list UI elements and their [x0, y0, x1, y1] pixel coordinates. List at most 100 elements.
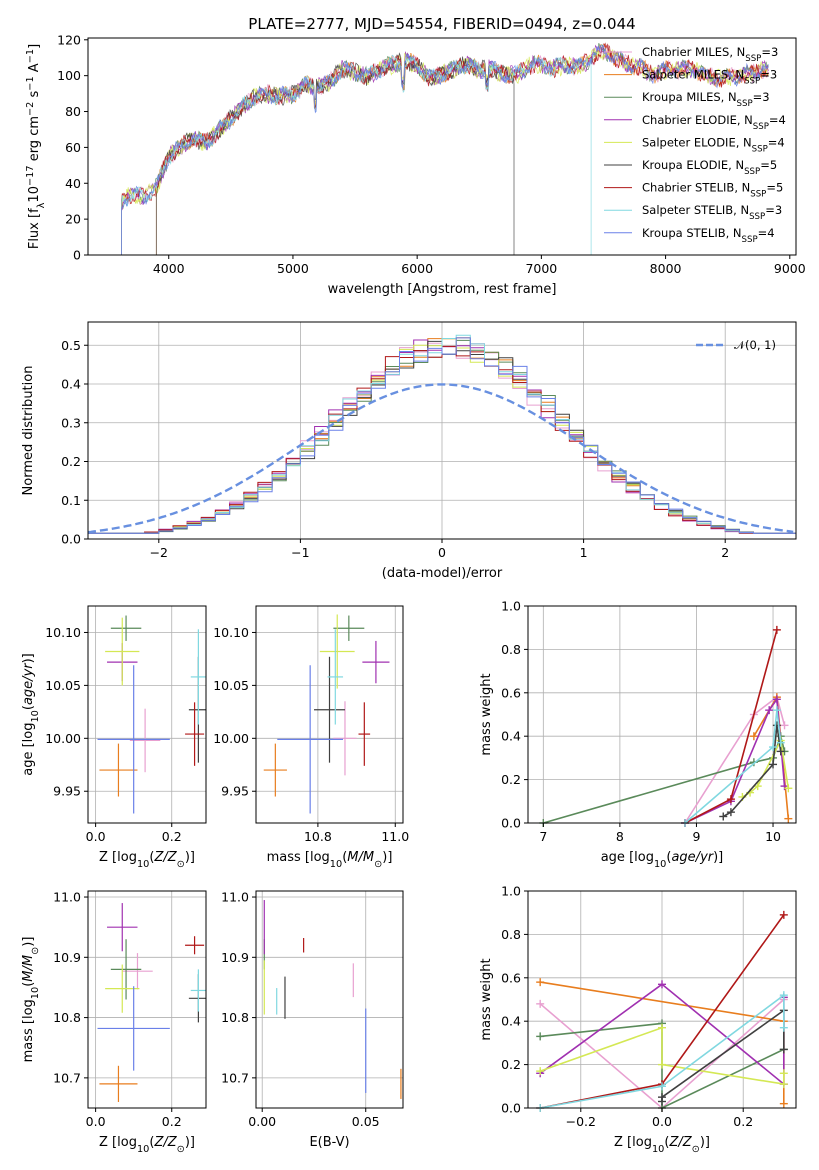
- x-tick-label: −0.2: [566, 1114, 596, 1129]
- y-tick-label: 0.6: [501, 685, 521, 700]
- x-tick-label: 10: [765, 829, 781, 844]
- x-axis-label: Z [log10(Z/Z⊙)]: [99, 850, 195, 870]
- gridlines: [88, 606, 206, 823]
- y-tick-label: 10.8: [221, 1010, 249, 1025]
- errorbar-point: [97, 665, 170, 814]
- series-marker: [779, 910, 788, 919]
- series-marker: [536, 978, 545, 987]
- spectrum-line: [155, 52, 515, 255]
- y-tick-label: 0.4: [501, 729, 521, 744]
- x-tick-label: 2: [721, 545, 729, 560]
- errorbar-point: [314, 656, 345, 763]
- series-marker: [779, 1045, 788, 1054]
- series-marker: [772, 706, 781, 715]
- series-marker: [769, 760, 778, 769]
- series-line: [540, 993, 785, 1109]
- y-tick-label: 10.7: [53, 1070, 81, 1085]
- series-marker: [779, 1069, 788, 1078]
- y-tick-label: 0.8: [501, 642, 521, 657]
- errorbar-point: [122, 953, 153, 990]
- x-tick-label: −2: [150, 545, 168, 560]
- x-tick-label: 0.2: [162, 829, 182, 844]
- x-tick-label: 0.05: [352, 1114, 380, 1129]
- y-tick-label: 0.4: [61, 377, 81, 392]
- y-tick-label: 10.00: [45, 731, 81, 746]
- y-axis-label: mass [log10(M/M⊙)]: [21, 937, 41, 1063]
- y-tick-label: 10.10: [213, 625, 249, 640]
- errorbar-point: [327, 629, 344, 725]
- y-tick-label: 11.0: [53, 890, 81, 905]
- series-marker: [749, 732, 758, 741]
- y-tick-label: 120: [57, 32, 81, 47]
- x-tick-label: 0.2: [733, 1114, 753, 1129]
- series-marker: [779, 1080, 788, 1089]
- series-marker: [776, 747, 785, 756]
- series-marker: [784, 784, 793, 793]
- series-marker: [784, 814, 793, 823]
- errorbar-point: [319, 614, 355, 689]
- y-tick-label: 10.05: [213, 678, 249, 693]
- axes-frame: [527, 605, 797, 824]
- series-marker: [765, 706, 774, 715]
- histogram-series: [88, 337, 796, 534]
- x-tick-label: 0.0: [86, 1114, 106, 1129]
- gridlines: [256, 891, 403, 1108]
- series-marker: [769, 743, 778, 752]
- series-marker: [779, 1099, 788, 1108]
- axes-frame: [87, 890, 207, 1109]
- errorbar-point: [97, 986, 170, 1071]
- errorbar-point: [185, 702, 205, 766]
- y-tick-label: 0.1: [61, 493, 81, 508]
- x-tick-label: 11.0: [381, 829, 409, 844]
- mass-vs-extinction-panel: 0.00 0.05 10.7 10.8 10.9 11.0 E(B-V): [221, 890, 404, 1150]
- y-tick-label: 0.0: [61, 532, 81, 547]
- x-axis-label: Z [log10(Z/Z⊙)]: [99, 1135, 195, 1155]
- spectrum-line: [121, 44, 769, 255]
- x-tick-label: 0: [438, 545, 446, 560]
- legend-entry: Chabrier ELODIE, NSSP=4: [642, 113, 786, 132]
- errorbar-point: [190, 969, 206, 1012]
- y-axis-label: mass weight: [479, 958, 494, 1040]
- series-line: [742, 737, 790, 798]
- x-axis-label: age [log10(age/yr)]: [601, 850, 724, 870]
- x-axis-label: mass [log10(M/M⊙)]: [267, 850, 393, 870]
- series-marker: [726, 795, 735, 804]
- y-tick-label: 9.95: [221, 784, 249, 799]
- y-tick-label: 10.9: [221, 950, 249, 965]
- series-marker: [726, 808, 735, 817]
- series-marker: [658, 1023, 666, 1032]
- x-tick-label: 8000: [650, 261, 682, 276]
- series-marker: [772, 625, 781, 634]
- series-marker: [536, 999, 545, 1008]
- y-tick-label: 9.95: [53, 784, 81, 799]
- series-marker: [772, 721, 781, 730]
- x-tick-label: 7000: [525, 261, 557, 276]
- data-points: [263, 900, 402, 1099]
- y-tick-label: 0.0: [501, 816, 521, 831]
- y-axis-label: Normed distribution: [21, 366, 36, 496]
- x-tick-label: 9: [692, 829, 700, 844]
- errorbar-point: [263, 743, 287, 797]
- axes-frame: [255, 890, 404, 1109]
- x-tick-label: 5000: [277, 261, 309, 276]
- data-points: [97, 615, 206, 814]
- y-tick-label: 100: [57, 68, 81, 83]
- y-tick-label: 0.4: [501, 1014, 521, 1029]
- legend-entry: Kroupa STELIB, NSSP=4: [642, 226, 775, 245]
- y-tick-label: 80: [65, 104, 81, 119]
- x-tick-label: 6000: [401, 261, 433, 276]
- y-axis-label: age [log10(age/yr)]: [21, 653, 41, 776]
- series-marker: [780, 721, 789, 730]
- y-tick-label: 10.00: [213, 731, 249, 746]
- spectrum-panel: PLATE=2777, MJD=54554, FIBERID=0494, z=0…: [25, 15, 806, 297]
- series-lines: [539, 625, 793, 827]
- x-tick-label: 4000: [153, 261, 185, 276]
- residuals-panel: −2 −1 0 1 2 0.0 0.1 0.2 0.3 0.4 0.5 (data-model)/er…: [21, 321, 797, 581]
- legend-entry: Chabrier STELIB, NSSP=5: [642, 181, 783, 200]
- errorbar-point: [333, 615, 365, 641]
- axes-frame: [255, 605, 404, 824]
- series-line: [722, 725, 782, 818]
- series-marker: [776, 738, 785, 747]
- series-line: [684, 695, 786, 824]
